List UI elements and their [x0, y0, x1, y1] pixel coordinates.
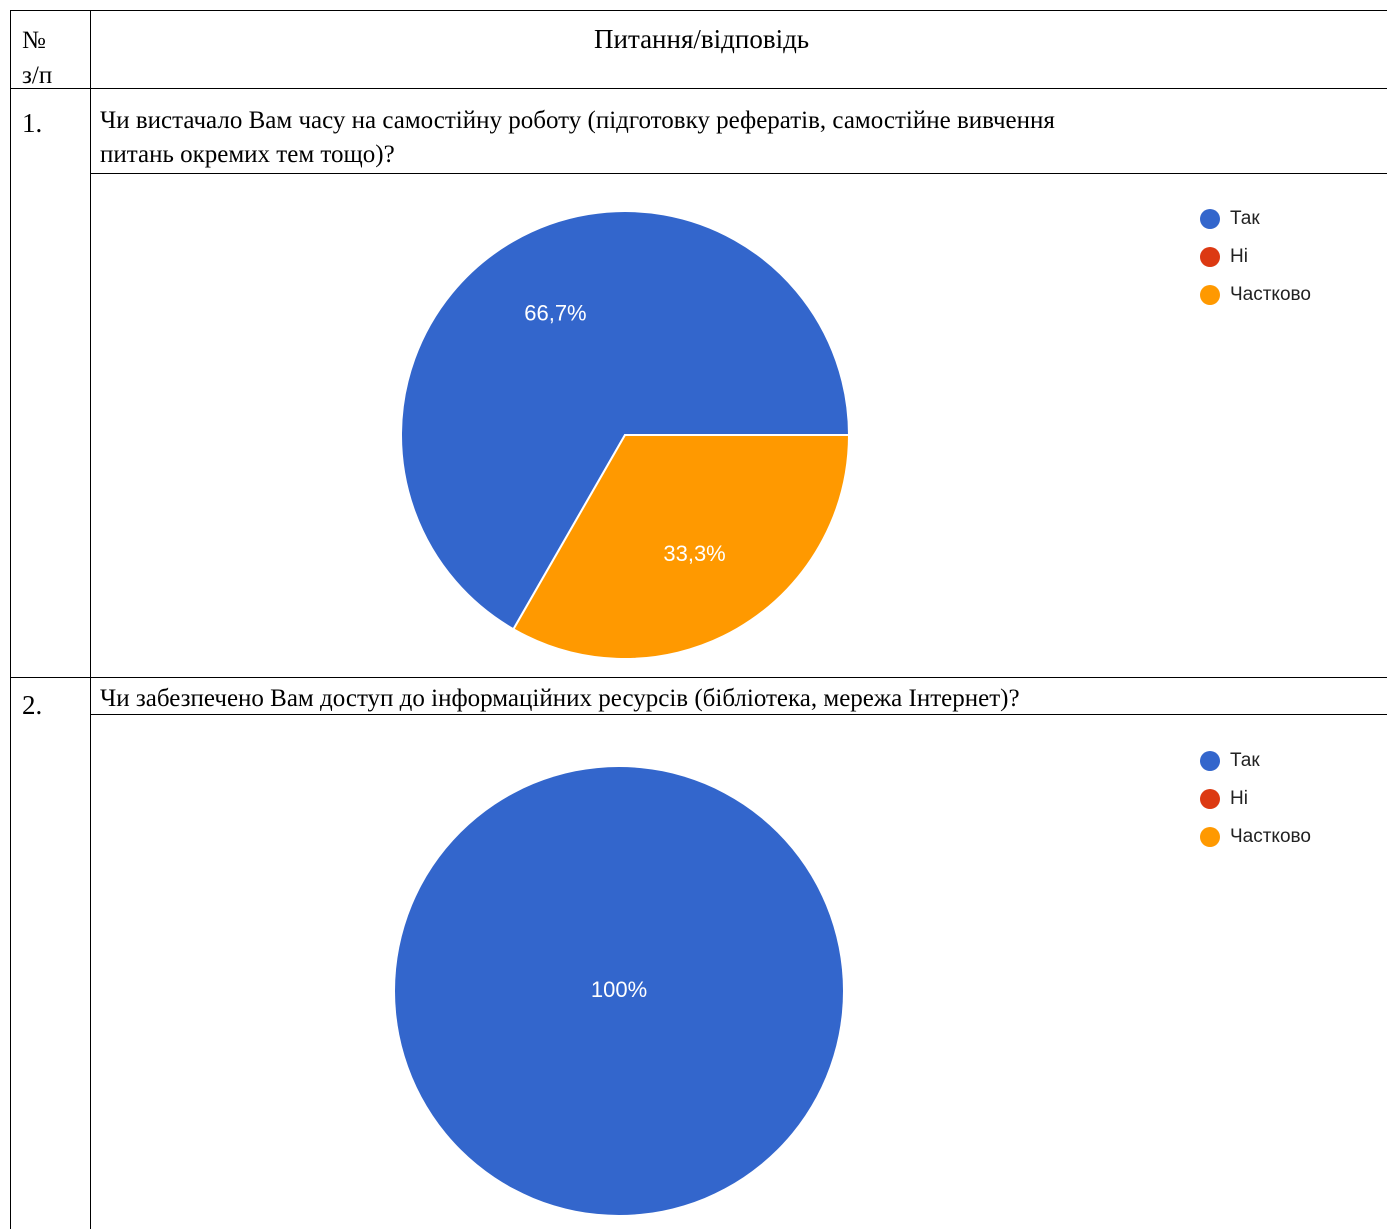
row1-bottom-rule	[10, 677, 1387, 678]
legend-2-item-ni: Ні	[1200, 780, 1311, 818]
legend-dot-ni	[1200, 789, 1220, 809]
pie-chart-2: 100%	[384, 756, 854, 1231]
legend-dot-ni	[1200, 247, 1220, 267]
pie2-slice-Так	[395, 767, 843, 1215]
legend-label-chastkovo: Частково	[1230, 284, 1311, 305]
legend-dot-chastkovo	[1200, 285, 1220, 305]
row2-number: 2.	[22, 690, 43, 720]
header-question: Питання/відповідь	[594, 24, 810, 54]
legend-label-tak: Так	[1230, 750, 1260, 771]
legend-1-item-ni: Ні	[1200, 238, 1311, 276]
row1-question-rule	[90, 173, 1387, 174]
legend-label-ni: Ні	[1230, 788, 1248, 809]
survey-table: № з/п Питання/відповідь 1. Чи вистачало …	[10, 10, 1387, 1229]
legend-label-ni: Ні	[1230, 246, 1248, 267]
legend-dot-tak	[1200, 751, 1220, 771]
header-number-sub: з/п	[22, 62, 53, 89]
pie-chart-2-svg: 100%	[395, 767, 843, 1215]
pie1-slice-Так	[400, 210, 851, 631]
pie1-slice-Частково	[512, 434, 851, 660]
header-bottom-rule	[10, 88, 1387, 89]
row2-question-line1: Чи забезпечено Вам доступ до інформаційн…	[100, 685, 1020, 712]
legend-dot-chastkovo	[1200, 827, 1220, 847]
legend-1-item-tak: Так	[1200, 200, 1311, 238]
legend-dot-tak	[1200, 209, 1220, 229]
header-number: №	[22, 27, 46, 54]
legend-2-item-chastkovo: Частково	[1200, 818, 1311, 856]
pie1-label-Так: 66,7%	[524, 301, 586, 326]
pie-chart-1: 66,7% 33,3%	[390, 200, 860, 675]
row2-question-rule	[90, 714, 1387, 715]
column-divider	[90, 10, 91, 1229]
legend-2-item-tak: Так	[1200, 742, 1311, 780]
row1-question-line2: питань окремих тем тощо)?	[100, 141, 395, 168]
legend-label-tak: Так	[1230, 208, 1260, 229]
legend-1: Так Ні Частково	[1200, 200, 1311, 314]
legend-2: Так Ні Частково	[1200, 742, 1311, 856]
legend-label-chastkovo: Частково	[1230, 826, 1311, 847]
table-border-top	[10, 10, 1387, 11]
table-border-left	[10, 10, 11, 1229]
legend-1-item-chastkovo: Частково	[1200, 276, 1311, 314]
pie2-label-Так: 100%	[591, 977, 647, 1002]
pie1-label-Частково: 33,3%	[663, 541, 725, 566]
pie-chart-1-svg: 66,7% 33,3%	[400, 210, 851, 660]
row1-question-line1: Чи вистачало Вам часу на самостійну робо…	[100, 107, 1055, 134]
row1-number: 1.	[22, 108, 43, 138]
